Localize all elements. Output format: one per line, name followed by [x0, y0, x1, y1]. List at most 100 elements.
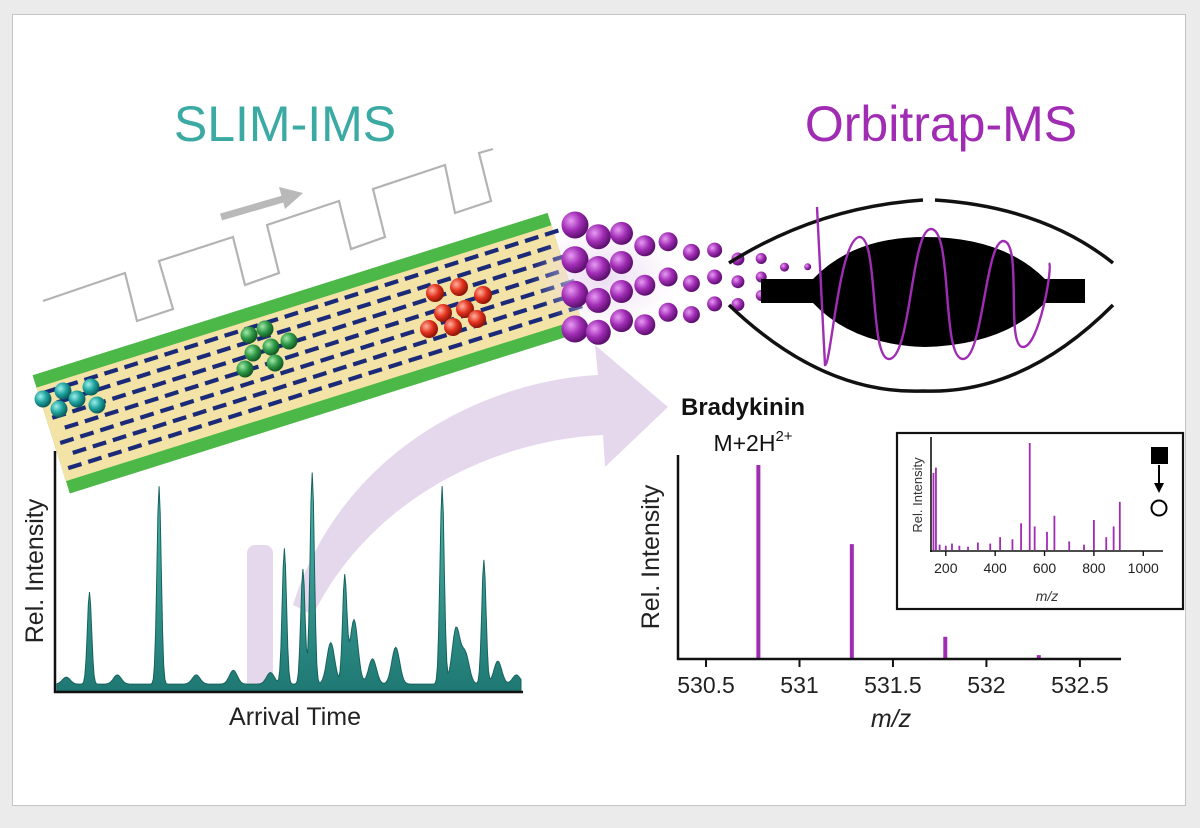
ms-tick-label: 530.5: [677, 672, 735, 698]
electrode: [224, 370, 240, 380]
electrode: [152, 421, 167, 430]
ion-plume: [561, 211, 834, 345]
electrode: [123, 361, 139, 370]
ion: [561, 246, 589, 274]
electrode: [136, 371, 151, 380]
ion: [610, 221, 633, 245]
ms-x-label: m/z: [871, 705, 912, 733]
electrode: [203, 335, 219, 345]
ion: [682, 275, 700, 292]
ims-chart: Rel. Intensity Arrival Time: [21, 451, 523, 731]
mass-spectrum: Bradykinin M+2H2+ 530.5 531 531.5 532 532.5 …: [637, 394, 1121, 733]
fragment-circle-icon: [1150, 499, 1168, 517]
electrode: [404, 314, 420, 323]
ms-y-label: Rel. Intensity: [637, 484, 665, 629]
electrode: [332, 323, 347, 332]
ion: [755, 253, 767, 264]
transfer-arrow: [293, 345, 668, 615]
electrode: [71, 405, 87, 414]
ion: [634, 274, 656, 296]
electrode: [344, 291, 359, 300]
electrode: [488, 329, 503, 338]
electrode: [87, 455, 103, 464]
electrode: [319, 354, 335, 363]
electrode: [267, 398, 283, 408]
electrode: [159, 405, 175, 414]
electrode: [504, 282, 520, 291]
electrode: [252, 389, 268, 399]
electrode: [484, 247, 499, 256]
ion: [610, 280, 633, 303]
precursor-square-icon: [1151, 447, 1168, 464]
electrode: [544, 228, 560, 237]
ion: [585, 256, 611, 281]
ms-tick-label: 532.5: [1051, 672, 1109, 698]
electrode: [172, 415, 187, 424]
electrode: [347, 373, 363, 382]
electrode: [59, 436, 75, 445]
electrode: [367, 367, 383, 376]
electrode: [528, 316, 543, 325]
orbitrap-ms-title: Orbitrap-MS: [805, 96, 1077, 152]
analyte-name: Bradykinin: [681, 394, 805, 421]
ion: [731, 298, 745, 311]
electrode: [312, 370, 328, 380]
electrode: [116, 377, 131, 386]
electrode: [396, 288, 412, 298]
ms-tick-label: 531.5: [864, 672, 922, 698]
electrode: [372, 351, 388, 361]
electrode: [304, 304, 319, 313]
traveling-wave: [42, 147, 494, 323]
ion: [804, 263, 812, 271]
electrode: [104, 408, 119, 418]
electrode: [247, 405, 263, 414]
ms-tick-label: 532: [967, 672, 1005, 698]
electrode: [139, 411, 155, 420]
electrode: [223, 329, 239, 338]
electrode: [496, 257, 512, 266]
electrode: [99, 424, 115, 433]
ion: [682, 306, 700, 324]
ion: [585, 287, 611, 313]
electrode: [504, 241, 519, 250]
electrode: [508, 323, 523, 332]
ion: [707, 269, 723, 285]
electrode: [416, 282, 432, 291]
electrode: [380, 335, 395, 344]
electrode: [156, 364, 172, 373]
ion: [634, 235, 656, 257]
electrode: [103, 367, 119, 376]
ion: [585, 224, 611, 250]
electrode: [112, 434, 127, 443]
inset-tick-label: 200: [934, 560, 958, 576]
ms-tick-label: 531: [780, 672, 818, 698]
ims-x-label: Arrival Time: [229, 703, 361, 731]
ion: [658, 302, 678, 322]
electrode: [192, 408, 207, 417]
electrode: [143, 354, 159, 364]
electrode: [392, 345, 408, 354]
electrode: [364, 326, 380, 335]
ion: [707, 296, 723, 312]
electrode: [432, 332, 448, 342]
electrode: [352, 358, 368, 367]
electrode: [516, 251, 532, 260]
electrode: [520, 291, 535, 300]
ion: [658, 267, 678, 287]
ion-packet-green: [236, 320, 298, 378]
electrode: [332, 364, 348, 373]
electrode: [448, 341, 463, 351]
electrode: [364, 285, 379, 294]
electrode: [92, 440, 107, 449]
direction-arrow: [220, 187, 303, 221]
electrode: [376, 295, 392, 304]
electrode: [72, 446, 87, 455]
figure-frame: SLIM-IMS Orbitrap-MS: [12, 14, 1186, 806]
electrode: [468, 335, 483, 344]
electrode: [79, 430, 95, 439]
electrode: [339, 348, 355, 357]
inset-tick-label: 1000: [1128, 560, 1159, 576]
electrode: [287, 392, 303, 401]
electrode: [412, 339, 428, 348]
ion: [634, 314, 656, 336]
